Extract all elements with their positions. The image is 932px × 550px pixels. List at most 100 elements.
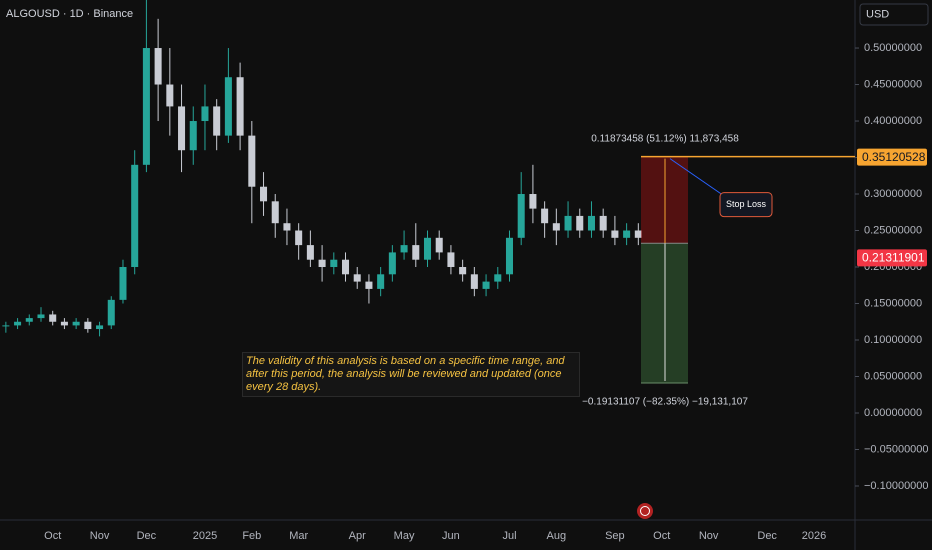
currency-button[interactable] [859,3,929,26]
candle-body [96,325,104,330]
x-tick-label: Nov [699,530,719,542]
y-tick-label: 0.10000000 [864,334,922,346]
stop-price-box [857,148,927,166]
candle-body [423,237,432,260]
candle-body [587,215,595,231]
candle-body [295,230,303,246]
note-arrow [669,158,729,200]
y-tick-label: 0.15000000 [864,297,922,309]
candle-body [213,106,221,136]
candle-body [447,252,455,268]
candle-body [2,325,10,327]
x-tick-label: Sep [605,530,625,542]
candle-body [330,259,338,268]
y-tick-label: 0.30000000 [864,188,922,200]
candle-body [365,281,373,289]
last-price-box [857,249,927,267]
candle-body [142,48,150,165]
y-tick-label: 0.25000000 [864,224,922,236]
candle-body [611,230,619,238]
y-tick-label: 0.50000000 [864,42,922,54]
candle-body [72,321,80,326]
candle-body [470,274,478,289]
candle-body [459,267,467,275]
candle-body [154,48,162,85]
x-tick-label: Jun [442,530,460,542]
candle-body [119,267,127,300]
candle-body [283,223,291,231]
candle-body [377,274,385,289]
candle-body [318,259,326,268]
candle-body [353,274,361,282]
note-box [719,192,773,218]
candle-body [599,215,607,231]
y-tick-label: −0.05000000 [864,443,929,455]
stop-note: Stop Loss [726,199,767,209]
candle-body [178,106,186,151]
candle-body [189,121,197,151]
candle-body [517,194,525,238]
candle-body [388,252,396,275]
x-tick-label: Dec [137,530,157,542]
event-icon[interactable] [637,503,653,519]
candle-body [49,314,57,322]
x-tick-label: Jul [502,530,516,542]
candle-body [14,321,22,326]
candle-body [107,299,115,326]
annotation: The validity of this analysis is based o… [242,352,580,397]
x-tick-label: 2025 [193,530,217,542]
candle-body [634,230,642,238]
reward-label: −0.19131107 (−82.35%) −19,131,107 [582,397,748,408]
candle-body [37,314,45,319]
price-axis-bg [855,0,932,550]
candle-body [131,164,139,268]
x-tick-label: Oct [653,530,670,542]
candle-body [529,194,537,209]
candle-body [576,215,584,231]
chart-title: ALGOUSD · 1D · Binance [6,8,133,20]
candle-body [412,245,420,260]
candle-body [306,245,314,260]
last-price: 0.21311901 [862,251,925,265]
x-tick-label: May [394,530,415,542]
candle-body [166,84,174,107]
candle-body [201,106,209,122]
x-tick-label: Feb [242,530,261,542]
candle-body [494,274,502,282]
y-tick-label: 0.40000000 [864,115,922,127]
x-tick-label: Apr [349,530,366,542]
candle-body [260,186,268,202]
candle-body [25,318,33,322]
y-tick-label: 0.00000000 [864,407,922,419]
currency[interactable]: USD [866,8,889,20]
candle-body [482,281,490,289]
event-icon [640,506,650,516]
y-tick-label: −0.10000000 [864,480,929,492]
candle-body [60,321,68,326]
x-tick-label: Nov [90,530,110,542]
candle-body [236,77,244,136]
candle-body [552,223,560,231]
candle-body [224,77,232,136]
x-tick-label: Oct [44,530,61,542]
candle-body [623,230,631,238]
x-tick-label: 2026 [802,530,826,542]
x-tick-label: Aug [547,530,567,542]
y-tick-label: 0.45000000 [864,78,922,90]
y-tick-label: 0.05000000 [864,370,922,382]
candle-body [505,237,513,275]
x-tick-label: Dec [757,530,777,542]
candle-body [541,208,549,224]
candle-body [248,135,256,187]
risk-label: 0.11873458 (51.12%) 11,873,458 [591,133,739,144]
candle-body [271,201,279,224]
x-tick-label: Mar [289,530,308,542]
candle-body [84,321,92,330]
stop-price: 0.35120528 [862,150,926,164]
candle-body [435,237,443,253]
candle-body [564,215,572,231]
candle-body [342,259,350,275]
candle-body [400,245,408,253]
